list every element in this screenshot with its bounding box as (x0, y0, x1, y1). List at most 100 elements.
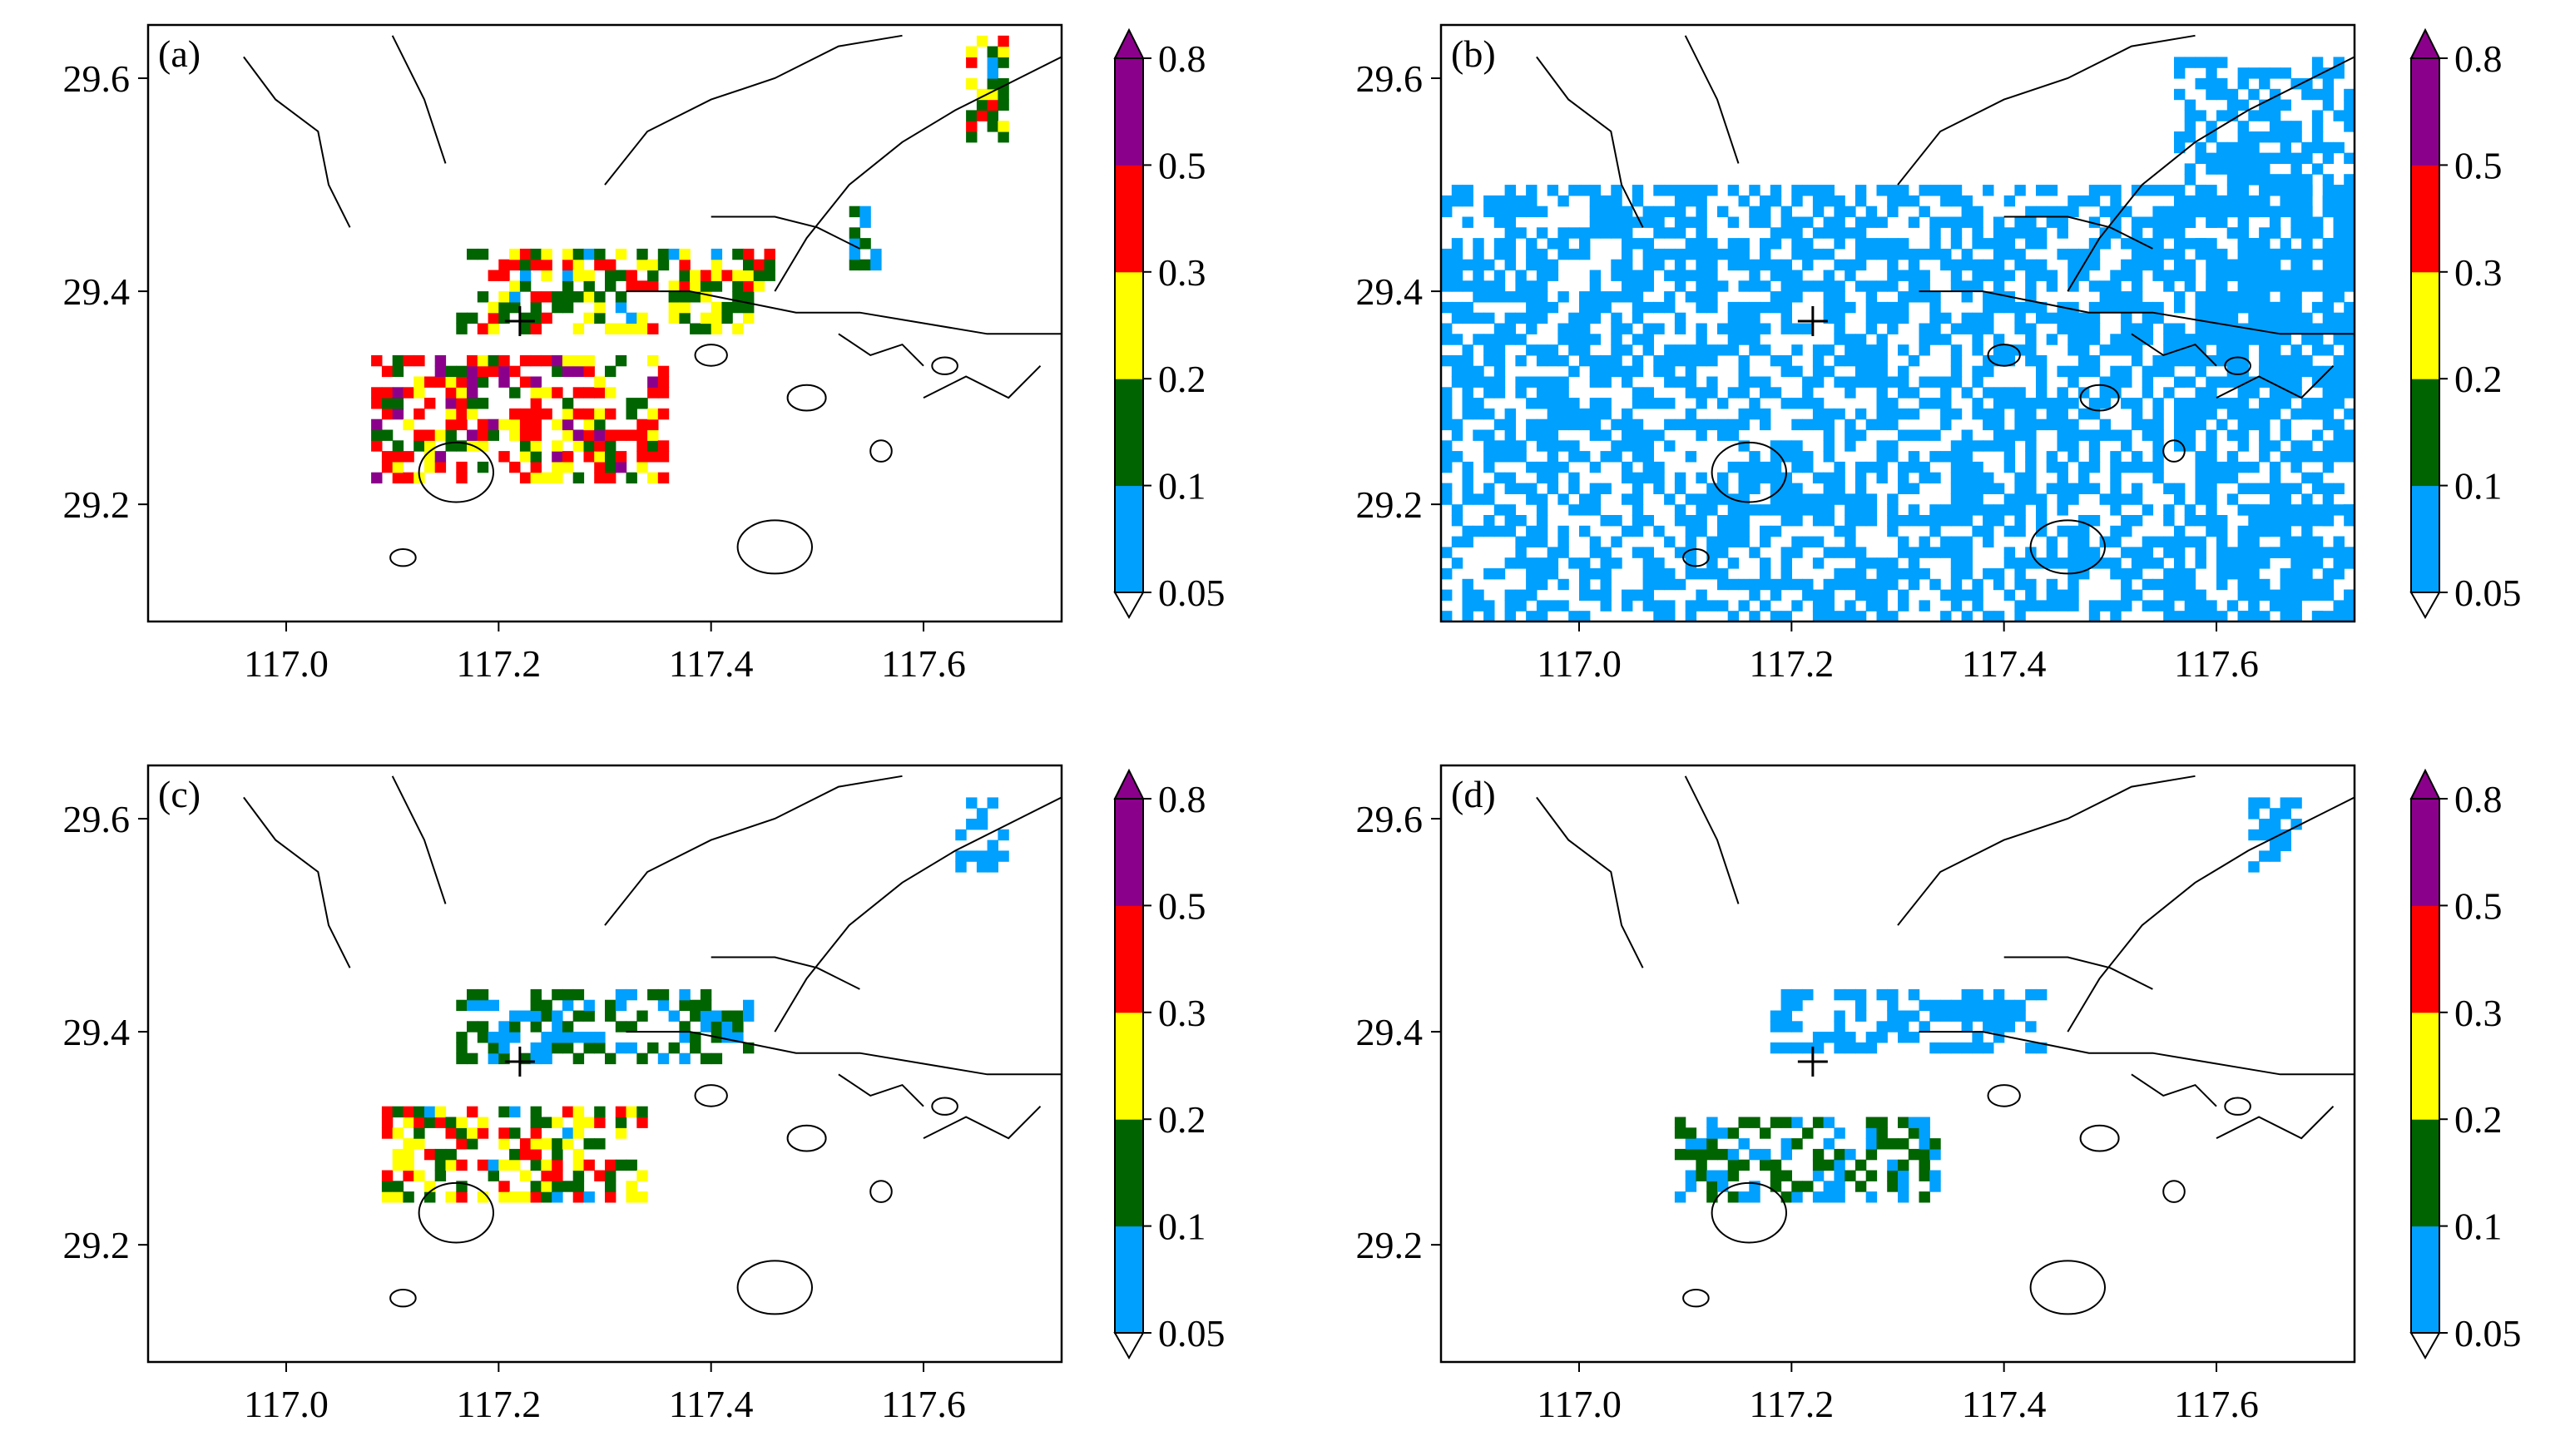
heatmap-cell (1791, 195, 1803, 207)
heatmap-cell (2269, 206, 2281, 218)
heatmap-cell (541, 408, 552, 420)
heatmap-cell (1632, 238, 1644, 250)
heatmap-cell (1526, 525, 1538, 537)
heatmap-cell (1696, 216, 1707, 228)
heatmap-cell (1462, 483, 1473, 494)
heatmap-cell (1908, 578, 1920, 591)
heatmap-cell (2259, 398, 2270, 409)
heatmap-cell (2206, 206, 2217, 218)
heatmap-cell (1696, 398, 1707, 409)
heatmap-cell (626, 1181, 637, 1192)
heatmap-cell (1972, 493, 1983, 505)
heatmap-cell (647, 472, 659, 484)
x-tick-label: 117.4 (1962, 1383, 2047, 1425)
heatmap-cell (1462, 280, 1473, 292)
heatmap-cell (2014, 493, 2026, 505)
heatmap-cell (2237, 238, 2249, 250)
heatmap-cell (1611, 365, 1622, 378)
heatmap-cell (2142, 600, 2154, 612)
heatmap-cell (2322, 387, 2335, 399)
heatmap-cell (562, 1127, 574, 1139)
heatmap-cell (1473, 398, 1484, 409)
heatmap-cell (1845, 1148, 1856, 1161)
heatmap-cell (1834, 354, 1845, 367)
heatmap-cell (1451, 334, 1463, 345)
heatmap-cell (1972, 589, 1983, 601)
heatmap-cell (1876, 344, 1888, 356)
heatmap-cell (1983, 504, 1994, 516)
contour-loop (418, 1181, 494, 1244)
colorbar-tick-label: 0.5 (2454, 884, 2503, 927)
heatmap-cell (700, 1052, 712, 1065)
heatmap-cell (392, 1191, 404, 1203)
heatmap-cell (2206, 525, 2217, 537)
heatmap-cell (552, 354, 563, 367)
heatmap-cell (2206, 195, 2217, 207)
heatmap-cell (413, 440, 425, 452)
heatmap-cell (1940, 418, 1952, 431)
heatmap-cell (1780, 1117, 1792, 1128)
heatmap-cell (647, 988, 659, 1001)
colorbar-tick-label: 0.8 (2454, 778, 2503, 820)
colorbar-extend-max (2409, 768, 2441, 800)
heatmap-cell (605, 1170, 617, 1181)
heatmap-cell (1749, 1117, 1760, 1128)
heatmap-cell (1791, 515, 1803, 527)
heatmap-cell (679, 280, 691, 292)
heatmap-cell (2322, 461, 2335, 473)
heatmap-cell (1706, 376, 1718, 388)
heatmap-cell (1642, 238, 1654, 250)
heatmap-cell (2036, 398, 2048, 409)
heatmap-cell (2099, 344, 2111, 356)
heatmap-cell (2057, 493, 2068, 505)
heatmap-cell (657, 1052, 670, 1065)
heatmap-cell (1504, 185, 1516, 196)
heatmap-cell (562, 291, 574, 303)
heatmap-cell (711, 1052, 723, 1065)
heatmap-cell (1696, 248, 1707, 260)
heatmap-cell (2057, 483, 2068, 494)
heatmap-cell (1961, 323, 1973, 334)
colorbar-frame (2410, 798, 2440, 1334)
heatmap-cell (2248, 515, 2260, 527)
heatmap-cell (1632, 429, 1644, 441)
heatmap-cell (1929, 334, 1941, 345)
heatmap-cell (392, 461, 404, 473)
heatmap-cell (2280, 301, 2291, 314)
heatmap-cell (2088, 429, 2101, 441)
heatmap-cell (1611, 323, 1622, 334)
heatmap-cell (1802, 461, 1814, 473)
heatmap-cell (434, 451, 447, 463)
heatmap-cell (1854, 376, 1867, 388)
heatmap-cell (2322, 504, 2335, 516)
heatmap-cell (2025, 600, 2037, 612)
heatmap-cell (2280, 611, 2291, 622)
heatmap-cell (2344, 99, 2355, 111)
heatmap-cell (2046, 589, 2058, 601)
heatmap-cell (2174, 354, 2186, 367)
heatmap-cell (552, 1042, 563, 1054)
heatmap-cell (2057, 398, 2068, 409)
heatmap-cell (1557, 440, 1569, 452)
heatmap-cell (1727, 525, 1740, 537)
heatmap-cell (2290, 568, 2302, 580)
heatmap-cell (1823, 248, 1835, 260)
heatmap-cell (2248, 418, 2260, 431)
heatmap-cell (2237, 78, 2249, 90)
contour-loop (389, 1289, 417, 1308)
heatmap-cell (2174, 195, 2186, 207)
heatmap-cell (1887, 376, 1899, 388)
heatmap-cell (583, 354, 595, 367)
heatmap-cell (1770, 461, 1782, 473)
heatmap-cell (1462, 301, 1473, 314)
heatmap-cell (1908, 259, 1920, 271)
heatmap-cell (2226, 408, 2239, 420)
heatmap-cell (1780, 557, 1792, 569)
heatmap-cell (1812, 408, 1825, 420)
contour-line (1536, 56, 1644, 228)
heatmap-cell (1622, 418, 1633, 431)
heatmap-cell (1611, 312, 1622, 324)
heatmap-cell (2269, 547, 2281, 558)
heatmap-cell (2269, 376, 2281, 388)
heatmap-cell (2216, 141, 2228, 154)
